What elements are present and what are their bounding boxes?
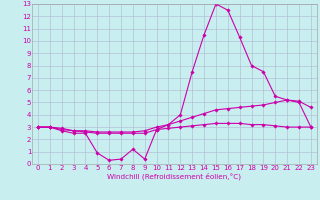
X-axis label: Windchill (Refroidissement éolien,°C): Windchill (Refroidissement éolien,°C)	[108, 172, 241, 180]
